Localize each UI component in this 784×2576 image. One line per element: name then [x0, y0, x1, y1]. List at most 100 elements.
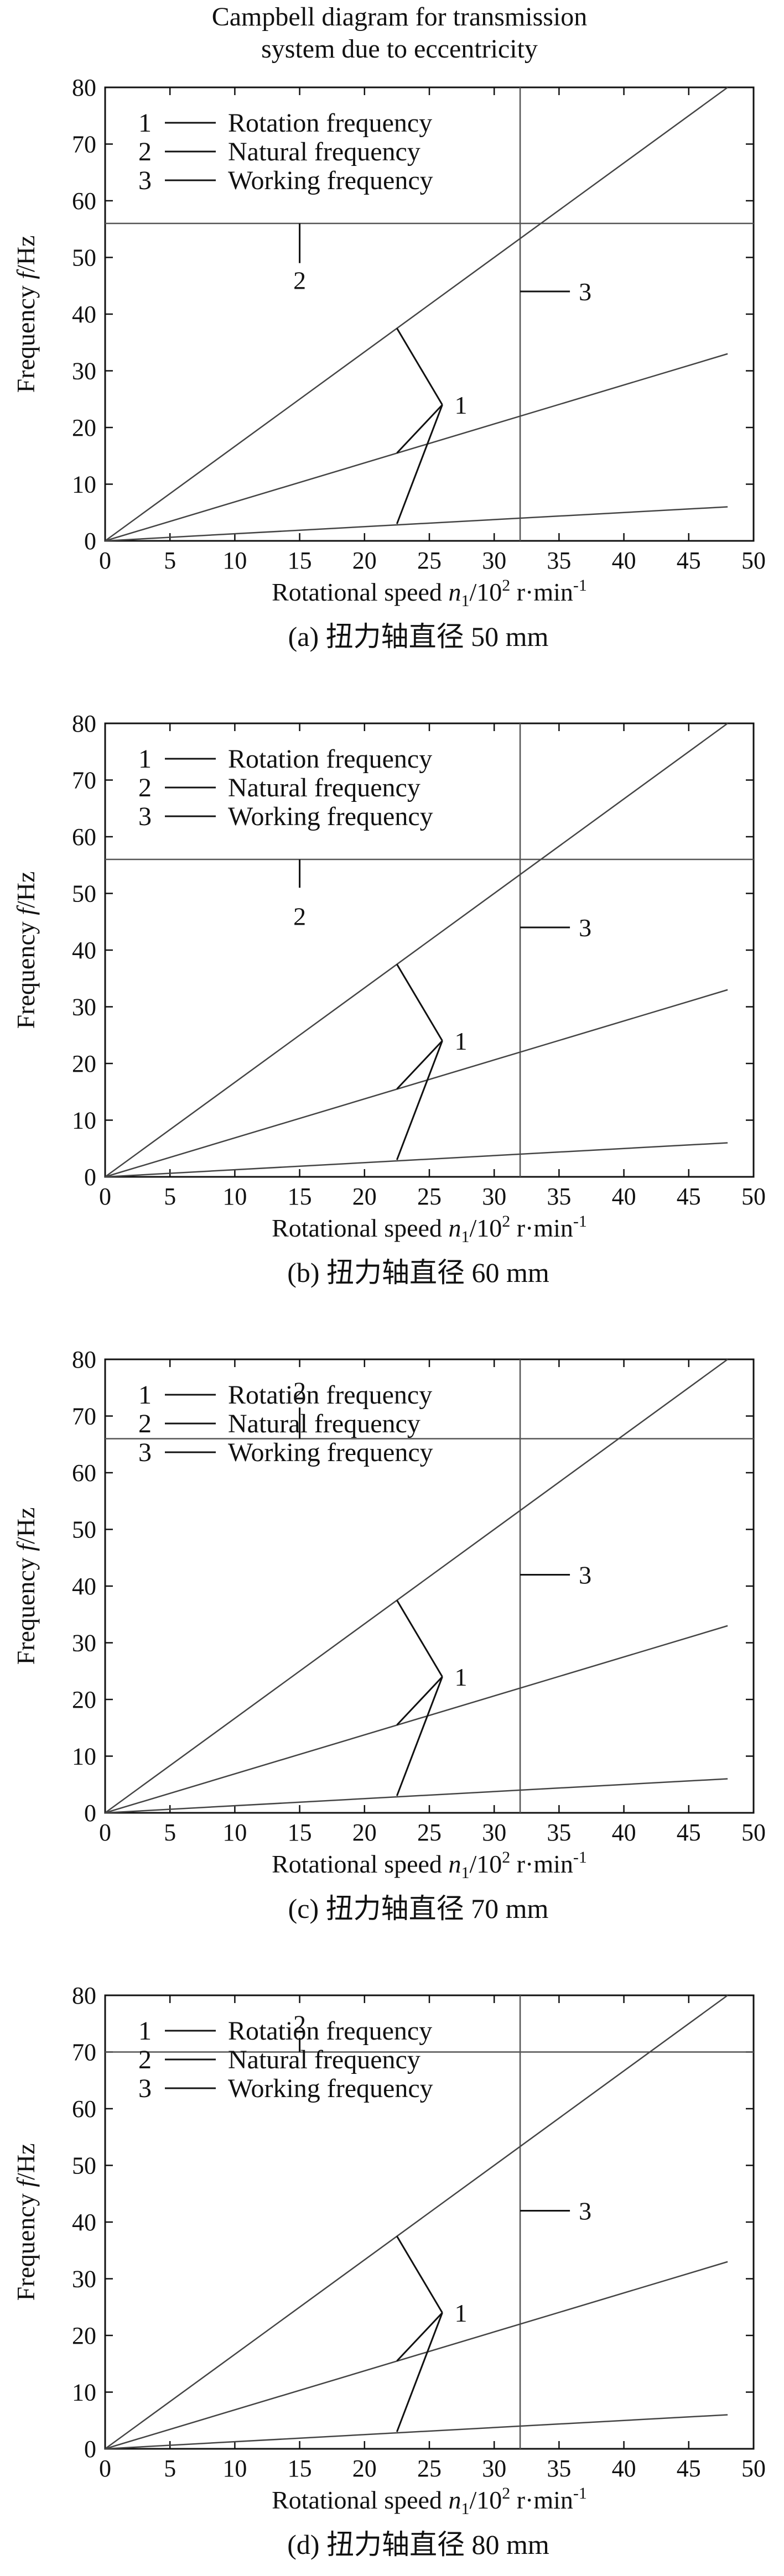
y-tick-label: 40 — [72, 937, 96, 964]
x-tick-label: 0 — [99, 2455, 111, 2482]
y-tick-label: 10 — [72, 2379, 96, 2406]
legend-label-2: Natural frequency — [228, 2045, 420, 2074]
plot-frame — [104, 86, 755, 542]
callout-1-leader-2 — [396, 1676, 443, 1726]
panel-caption: (d) 扭力轴直径 80 mm — [287, 2529, 549, 2560]
x-tick-label: 35 — [547, 1183, 571, 1210]
y-tick-label: 80 — [72, 710, 96, 737]
legend-label-3: Working frequency — [228, 166, 433, 195]
x-axis-label-prefix: Rotational speed — [272, 578, 448, 606]
x-axis-label-unit: r·min — [510, 578, 573, 606]
x-axis-label-sub: 1 — [461, 1864, 469, 1882]
y-tick-label: 70 — [72, 2039, 96, 2066]
legend-number-2: 2 — [138, 2045, 152, 2074]
callout-1-leader-3 — [396, 1040, 443, 1160]
x-axis-label-unit: r·min — [510, 1214, 573, 1242]
legend-number-1: 1 — [138, 2016, 152, 2046]
x-tick-label: 50 — [741, 1183, 766, 1210]
legend-number-3: 3 — [138, 802, 152, 831]
y-tick-label: 40 — [72, 301, 96, 328]
legend-label-3: Working frequency — [228, 2074, 433, 2103]
x-tick-label: 45 — [677, 1183, 701, 1210]
x-axis-label-unit-sup: -1 — [573, 576, 587, 595]
y-tick-label: 10 — [72, 1743, 96, 1770]
legend-label-2: Natural frequency — [228, 1409, 420, 1438]
rotation-line-high — [105, 1994, 728, 2450]
callout-2-label: 2 — [293, 2010, 306, 2038]
x-axis-label: Rotational speed n1/102 r·min-1 — [272, 1212, 587, 1246]
legend-number-2: 2 — [138, 137, 152, 166]
x-tick-label: 20 — [352, 2455, 377, 2482]
callout-1-leader-1 — [396, 327, 443, 405]
x-tick-label: 0 — [99, 1819, 111, 1846]
y-tick-label: 80 — [72, 74, 96, 101]
x-tick-label: 35 — [547, 1819, 571, 1846]
x-tick-label: 20 — [352, 1819, 377, 1846]
callout-2-label: 2 — [293, 267, 306, 295]
callout-1-label: 1 — [454, 1663, 467, 1691]
y-tick-label: 50 — [72, 1516, 96, 1543]
y-tick-label: 60 — [72, 823, 96, 851]
y-tick-label: 40 — [72, 1573, 96, 1600]
y-axis-label: Frequency f/Hz — [12, 2144, 40, 2301]
callout-2-label: 2 — [293, 903, 306, 931]
figure-title-line-1: Campbell diagram for transmission — [212, 2, 588, 32]
rotation-line-high — [105, 86, 728, 542]
y-tick-label: 40 — [72, 2209, 96, 2236]
x-tick-label: 35 — [547, 547, 571, 574]
legend-label-3: Working frequency — [228, 1438, 433, 1467]
x-axis-label-var: n — [448, 2486, 461, 2514]
panel-caption: (c) 扭力轴直径 70 mm — [288, 1893, 549, 1924]
callout-1-leader-2 — [396, 1040, 443, 1090]
x-tick-label: 25 — [417, 2455, 442, 2482]
y-tick-label: 60 — [72, 2095, 96, 2123]
legend-number-3: 3 — [138, 166, 152, 195]
x-tick-label: 10 — [222, 1183, 247, 1210]
rotation-line-mid — [105, 353, 728, 542]
x-tick-label: 15 — [288, 2455, 312, 2482]
y-tick-label: 30 — [72, 358, 96, 385]
x-axis-label-unit-sup: -1 — [573, 1212, 587, 1230]
y-tick-label: 70 — [72, 1403, 96, 1430]
x-axis-label-var: n — [448, 1850, 461, 1878]
legend-label-1: Rotation frequency — [228, 1380, 432, 1410]
y-tick-label: 50 — [72, 2152, 96, 2179]
x-tick-label: 40 — [612, 2455, 636, 2482]
legend-number-2: 2 — [138, 773, 152, 802]
rotation-line-mid — [105, 989, 728, 1178]
x-axis-label-var: n — [448, 578, 461, 606]
y-axis-label-unit: /Hz — [12, 2144, 40, 2180]
x-tick-label: 40 — [612, 547, 636, 574]
callout-1-label: 1 — [454, 2299, 467, 2327]
x-axis-label-var: n — [448, 1214, 461, 1242]
legend-label-1: Rotation frequency — [228, 108, 432, 138]
y-tick-label: 80 — [72, 1346, 96, 1373]
rotation-line-mid — [105, 2261, 728, 2450]
plot-frame — [104, 1994, 755, 2450]
callout-1-leader-1 — [396, 963, 443, 1041]
y-tick-label: 70 — [72, 131, 96, 158]
x-tick-label: 45 — [677, 1819, 701, 1846]
legend-label-2: Natural frequency — [228, 137, 420, 166]
x-tick-label: 40 — [612, 1819, 636, 1846]
y-tick-label: 50 — [72, 244, 96, 272]
x-tick-label: 0 — [99, 547, 111, 574]
x-tick-label: 25 — [417, 547, 442, 574]
callout-1-label: 1 — [454, 1027, 467, 1055]
rotation-line-low — [105, 1142, 728, 1178]
x-axis-label-unit-sup: -1 — [573, 2484, 587, 2502]
x-axis-label-prefix: Rotational speed — [272, 2486, 448, 2514]
y-axis-label-unit: /Hz — [12, 236, 40, 272]
x-axis-label-mid: /10 — [469, 578, 502, 606]
x-axis-label-sup: 2 — [502, 1212, 510, 1230]
y-tick-label: 20 — [72, 414, 96, 441]
rotation-line-high — [105, 1358, 728, 1814]
legend-number-1: 1 — [138, 744, 152, 774]
y-tick-label: 80 — [72, 1982, 96, 2009]
x-tick-label: 15 — [288, 1183, 312, 1210]
y-tick-label: 60 — [72, 187, 96, 215]
x-axis-label-unit: r·min — [510, 1850, 573, 1878]
y-axis-label-prefix: Frequency — [12, 2187, 40, 2301]
